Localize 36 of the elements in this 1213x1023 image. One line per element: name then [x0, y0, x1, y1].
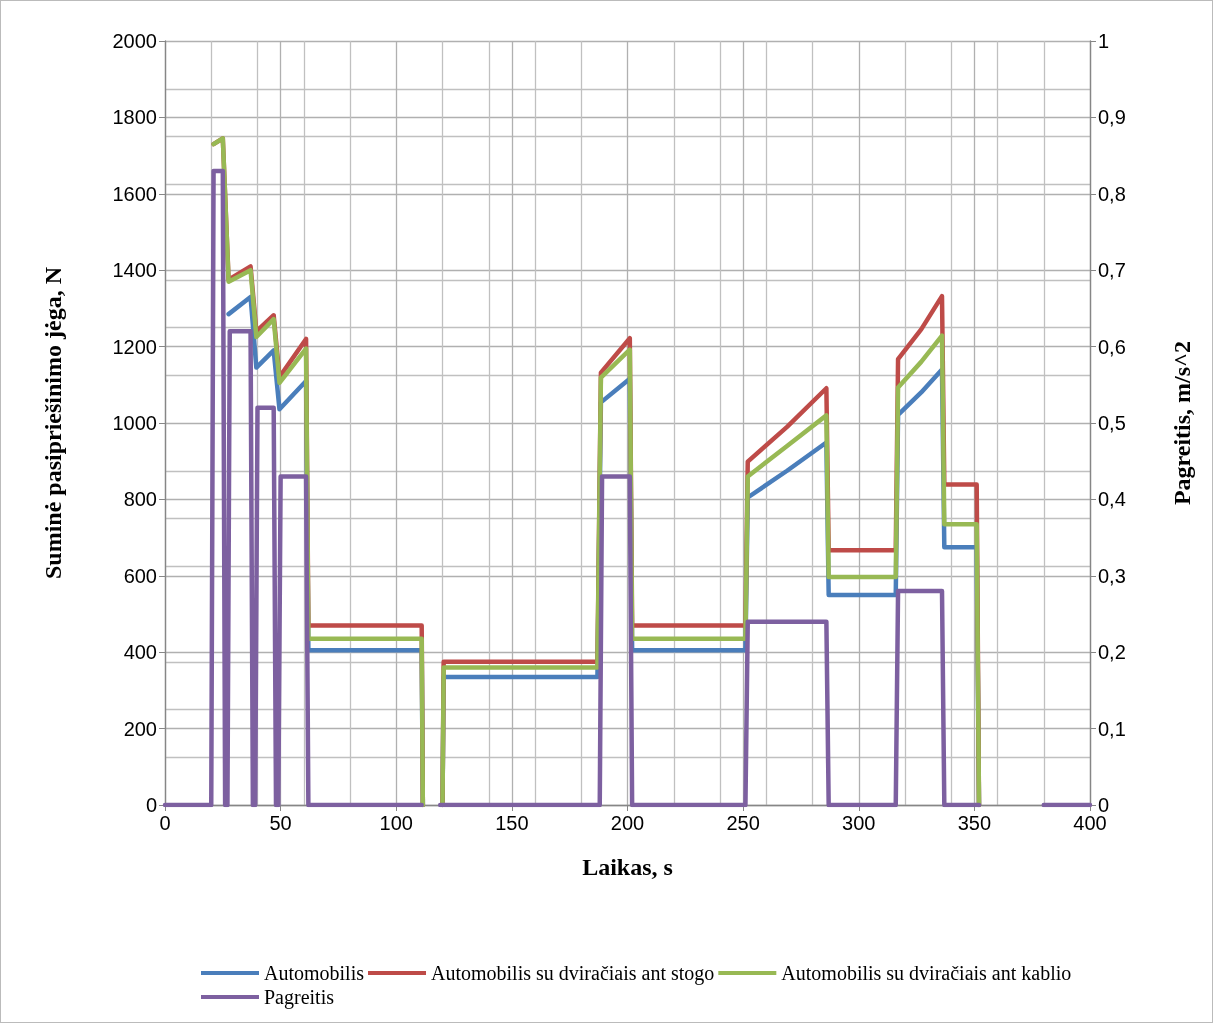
y-tick-label: 600 [123, 564, 157, 587]
legend-label: Pagreitis [264, 986, 335, 1009]
y2-tick-label: 0,9 [1098, 106, 1126, 129]
legend-label: Automobilis su dviračiais ant stogo [431, 962, 715, 985]
x-tick-label: 50 [269, 812, 292, 834]
y-tick-label: 1200 [112, 335, 157, 358]
y-tick-label: 2000 [112, 30, 157, 52]
x-tick-label: 0 [159, 812, 171, 834]
y-tick-label: 200 [123, 717, 157, 740]
x-tick-label: 250 [726, 812, 760, 834]
x-tick-label: 150 [495, 812, 529, 834]
y-tick-label: 400 [123, 641, 157, 664]
y2-tick-label: 0,4 [1098, 488, 1126, 511]
legend-label: Automobilis [264, 962, 365, 984]
y2-tick-label: 0,8 [1098, 182, 1126, 205]
x-tick-label: 350 [957, 812, 992, 834]
y-tick-label: 1800 [112, 106, 157, 129]
legend-label: Automobilis su dviračiais ant kablio [781, 962, 1072, 984]
y2-tick-label: 0,6 [1098, 335, 1126, 358]
y-tick-label: 1600 [112, 182, 157, 205]
y2-tick-label: 0,1 [1098, 717, 1126, 740]
y-tick-label: 1000 [112, 412, 157, 434]
x-tick-label: 200 [610, 812, 645, 834]
y-axis-title: Suminė pasipriešinimo jėga, N [40, 266, 66, 580]
y2-tick-label: 0,3 [1098, 564, 1126, 587]
x-tick-label: 300 [842, 812, 876, 834]
y2-tick-label: 0,5 [1098, 412, 1126, 434]
x-tick-label: 100 [379, 812, 413, 834]
y2-tick-label: 0,2 [1098, 641, 1126, 664]
y-tick-label: 1400 [112, 259, 157, 282]
y2-axis-title: Pagreitis, m/s^2 [1169, 340, 1195, 506]
y-tick-label: 0 [145, 794, 157, 816]
y-tick-label: 800 [123, 488, 157, 511]
y2-tick-label: 0,7 [1098, 259, 1126, 282]
x-axis-title: Laikas, s [582, 854, 673, 880]
y2-tick-label: 1 [1098, 30, 1110, 52]
